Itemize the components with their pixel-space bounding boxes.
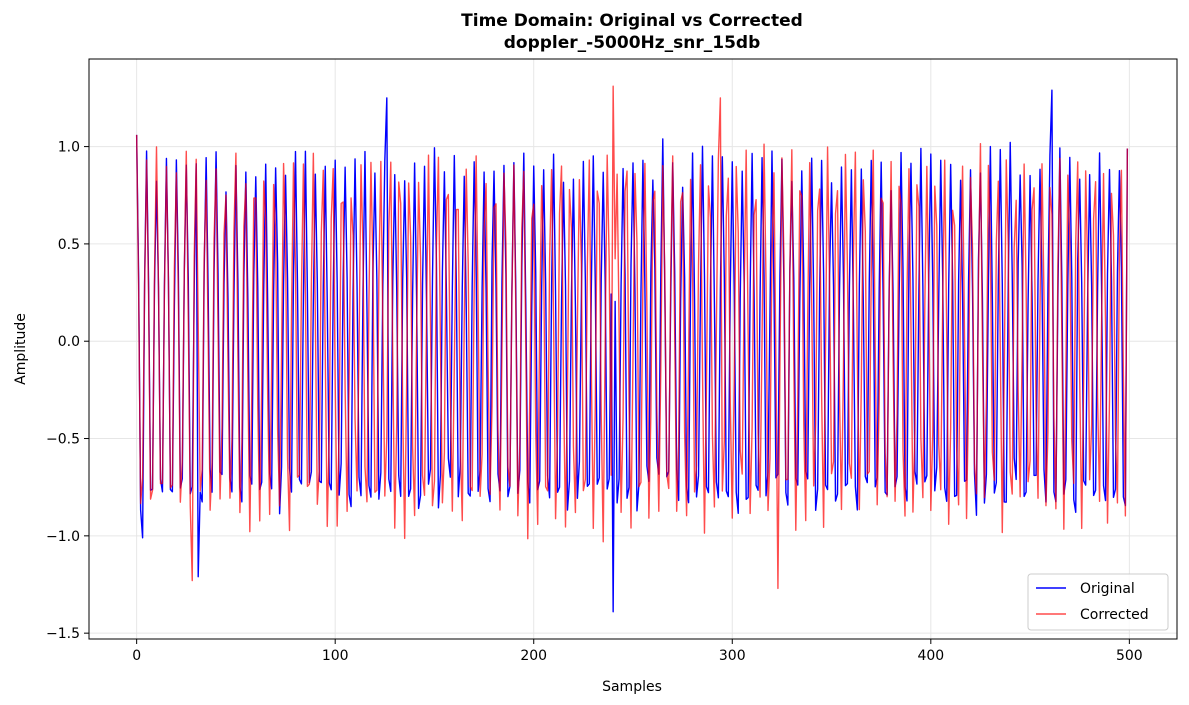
x-tick-label: 300 (719, 648, 746, 664)
x-tick-label: 0 (132, 648, 141, 664)
plot-area-border (88, 58, 1178, 640)
series-line-original (135, 89, 1129, 613)
x-tick-label: 500 (1116, 648, 1143, 664)
chart-subtitle: doppler_-5000Hz_snr_15db (504, 33, 761, 53)
series-layer (135, 85, 1129, 613)
y-axis: −1.5 −1.0 −0.5 0.0 0.5 1.0 (46, 140, 89, 642)
x-tick-label: 200 (520, 648, 547, 664)
legend-label-corrected: Corrected (1080, 607, 1149, 623)
y-tick-label: 0.5 (58, 237, 80, 253)
series-line-corrected (135, 85, 1129, 590)
chart-title: Time Domain: Original vs Corrected (461, 11, 803, 31)
y-tick-label: 1.0 (58, 140, 80, 156)
x-tick-label: 100 (322, 648, 349, 664)
x-axis: 0 100 200 300 400 500 (132, 639, 1143, 664)
y-axis-label: Amplitude (13, 313, 29, 385)
y-tick-label: −0.5 (46, 432, 80, 448)
x-tick-label: 400 (917, 648, 944, 664)
x-axis-label: Samples (602, 679, 662, 695)
legend: Original Corrected (1027, 573, 1169, 631)
y-tick-label: 0.0 (58, 334, 80, 350)
legend-label-original: Original (1080, 581, 1135, 597)
y-tick-label: −1.5 (46, 626, 80, 642)
y-tick-label: −1.0 (46, 529, 80, 545)
